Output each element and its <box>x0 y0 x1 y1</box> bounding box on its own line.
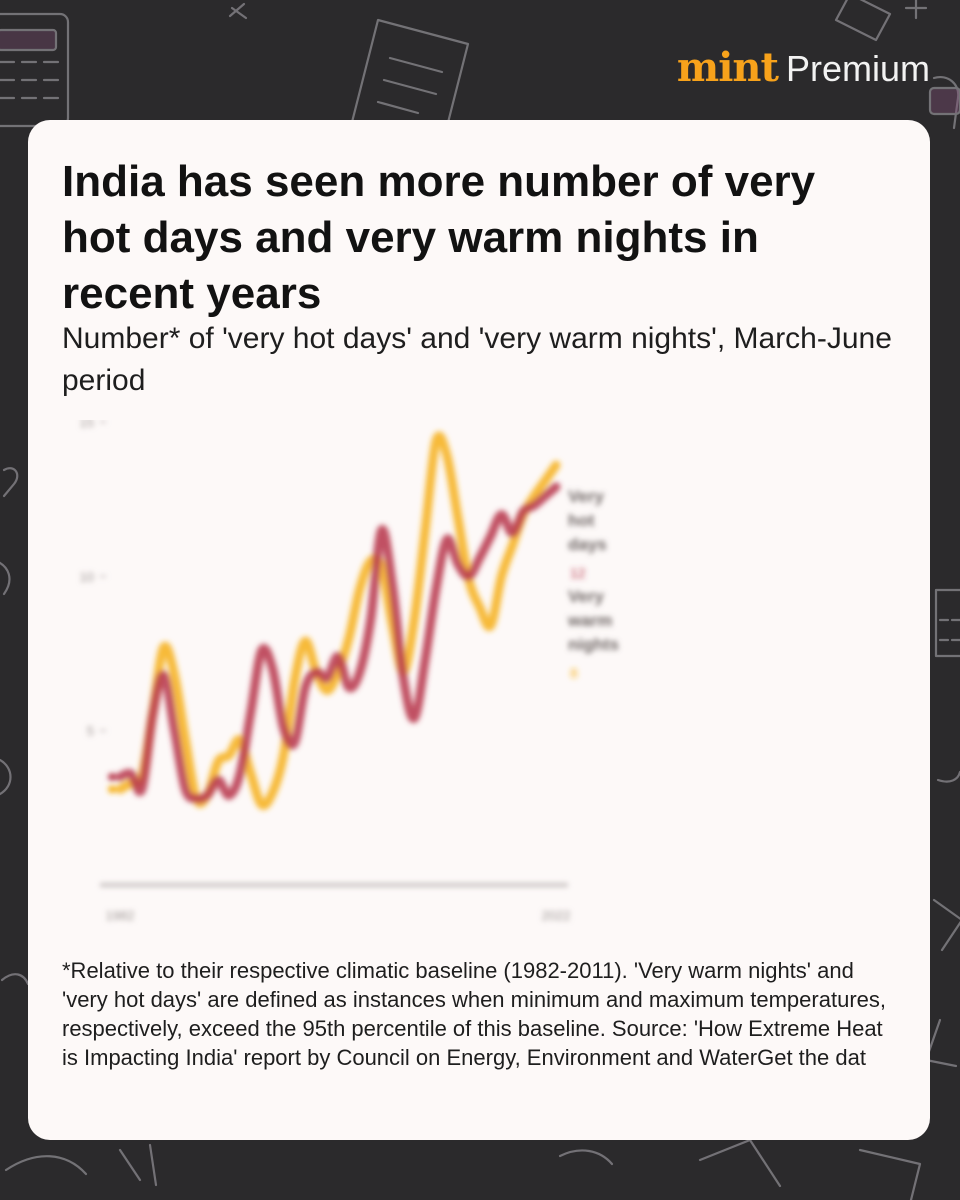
plant-doodle-icon <box>2 467 19 498</box>
line-chart: 5 10 15 1982 2022 Very hot days 12 Very warm nights… <box>80 415 619 923</box>
paperclip-doodle-icon <box>932 76 960 130</box>
calendar-doodle-icon <box>934 588 960 658</box>
chart-title: India has seen more number of very hot d… <box>62 157 816 318</box>
chart-doodle-icon <box>932 898 960 952</box>
brand-premium-wordmark: Premium <box>785 48 930 89</box>
y-tick-label-15: 15 <box>80 420 94 430</box>
rocket-doodle-icon <box>4 1155 88 1176</box>
card-doodle-icon <box>834 0 892 42</box>
legend-label-very-warm-nights: Very warm nights <box>567 587 619 654</box>
x-tick-label-1982: 1982 <box>106 908 135 923</box>
laptop-doodle-icon <box>698 1138 782 1188</box>
chart-card: India has seen more number of very hot d… <box>28 120 930 1140</box>
brand-mint-wordmark: mint <box>676 44 779 91</box>
y-tick-label-5: 5 <box>87 724 94 739</box>
legend-value-very-hot-days: 12 <box>570 565 586 581</box>
chart-subtitle: Number* of 'very hot days' and 'very war… <box>62 322 892 397</box>
bulb-doodle-icon <box>558 1149 614 1166</box>
series-line-very-warm-nights <box>115 431 561 810</box>
calculator-doodle-icon <box>0 12 70 128</box>
series-start-point-very-warm-nights <box>108 785 116 794</box>
legend-label-very-hot-days: Very hot days <box>568 487 607 554</box>
series-start-point-very-hot-days <box>108 772 116 781</box>
series-line-very-hot-days <box>115 482 561 804</box>
x-tick-label-2022: 2022 <box>542 908 571 923</box>
chart-area: 5 10 15 1982 2022 Very hot days 12 Very warm nights… <box>28 415 930 960</box>
chart-footnote: *Relative to their respective climatic b… <box>62 958 886 1070</box>
y-tick-label-10: 10 <box>80 569 94 584</box>
legend-value-very-warm-nights: 8 <box>570 665 578 681</box>
brand-logo: mint Premium <box>677 44 930 91</box>
